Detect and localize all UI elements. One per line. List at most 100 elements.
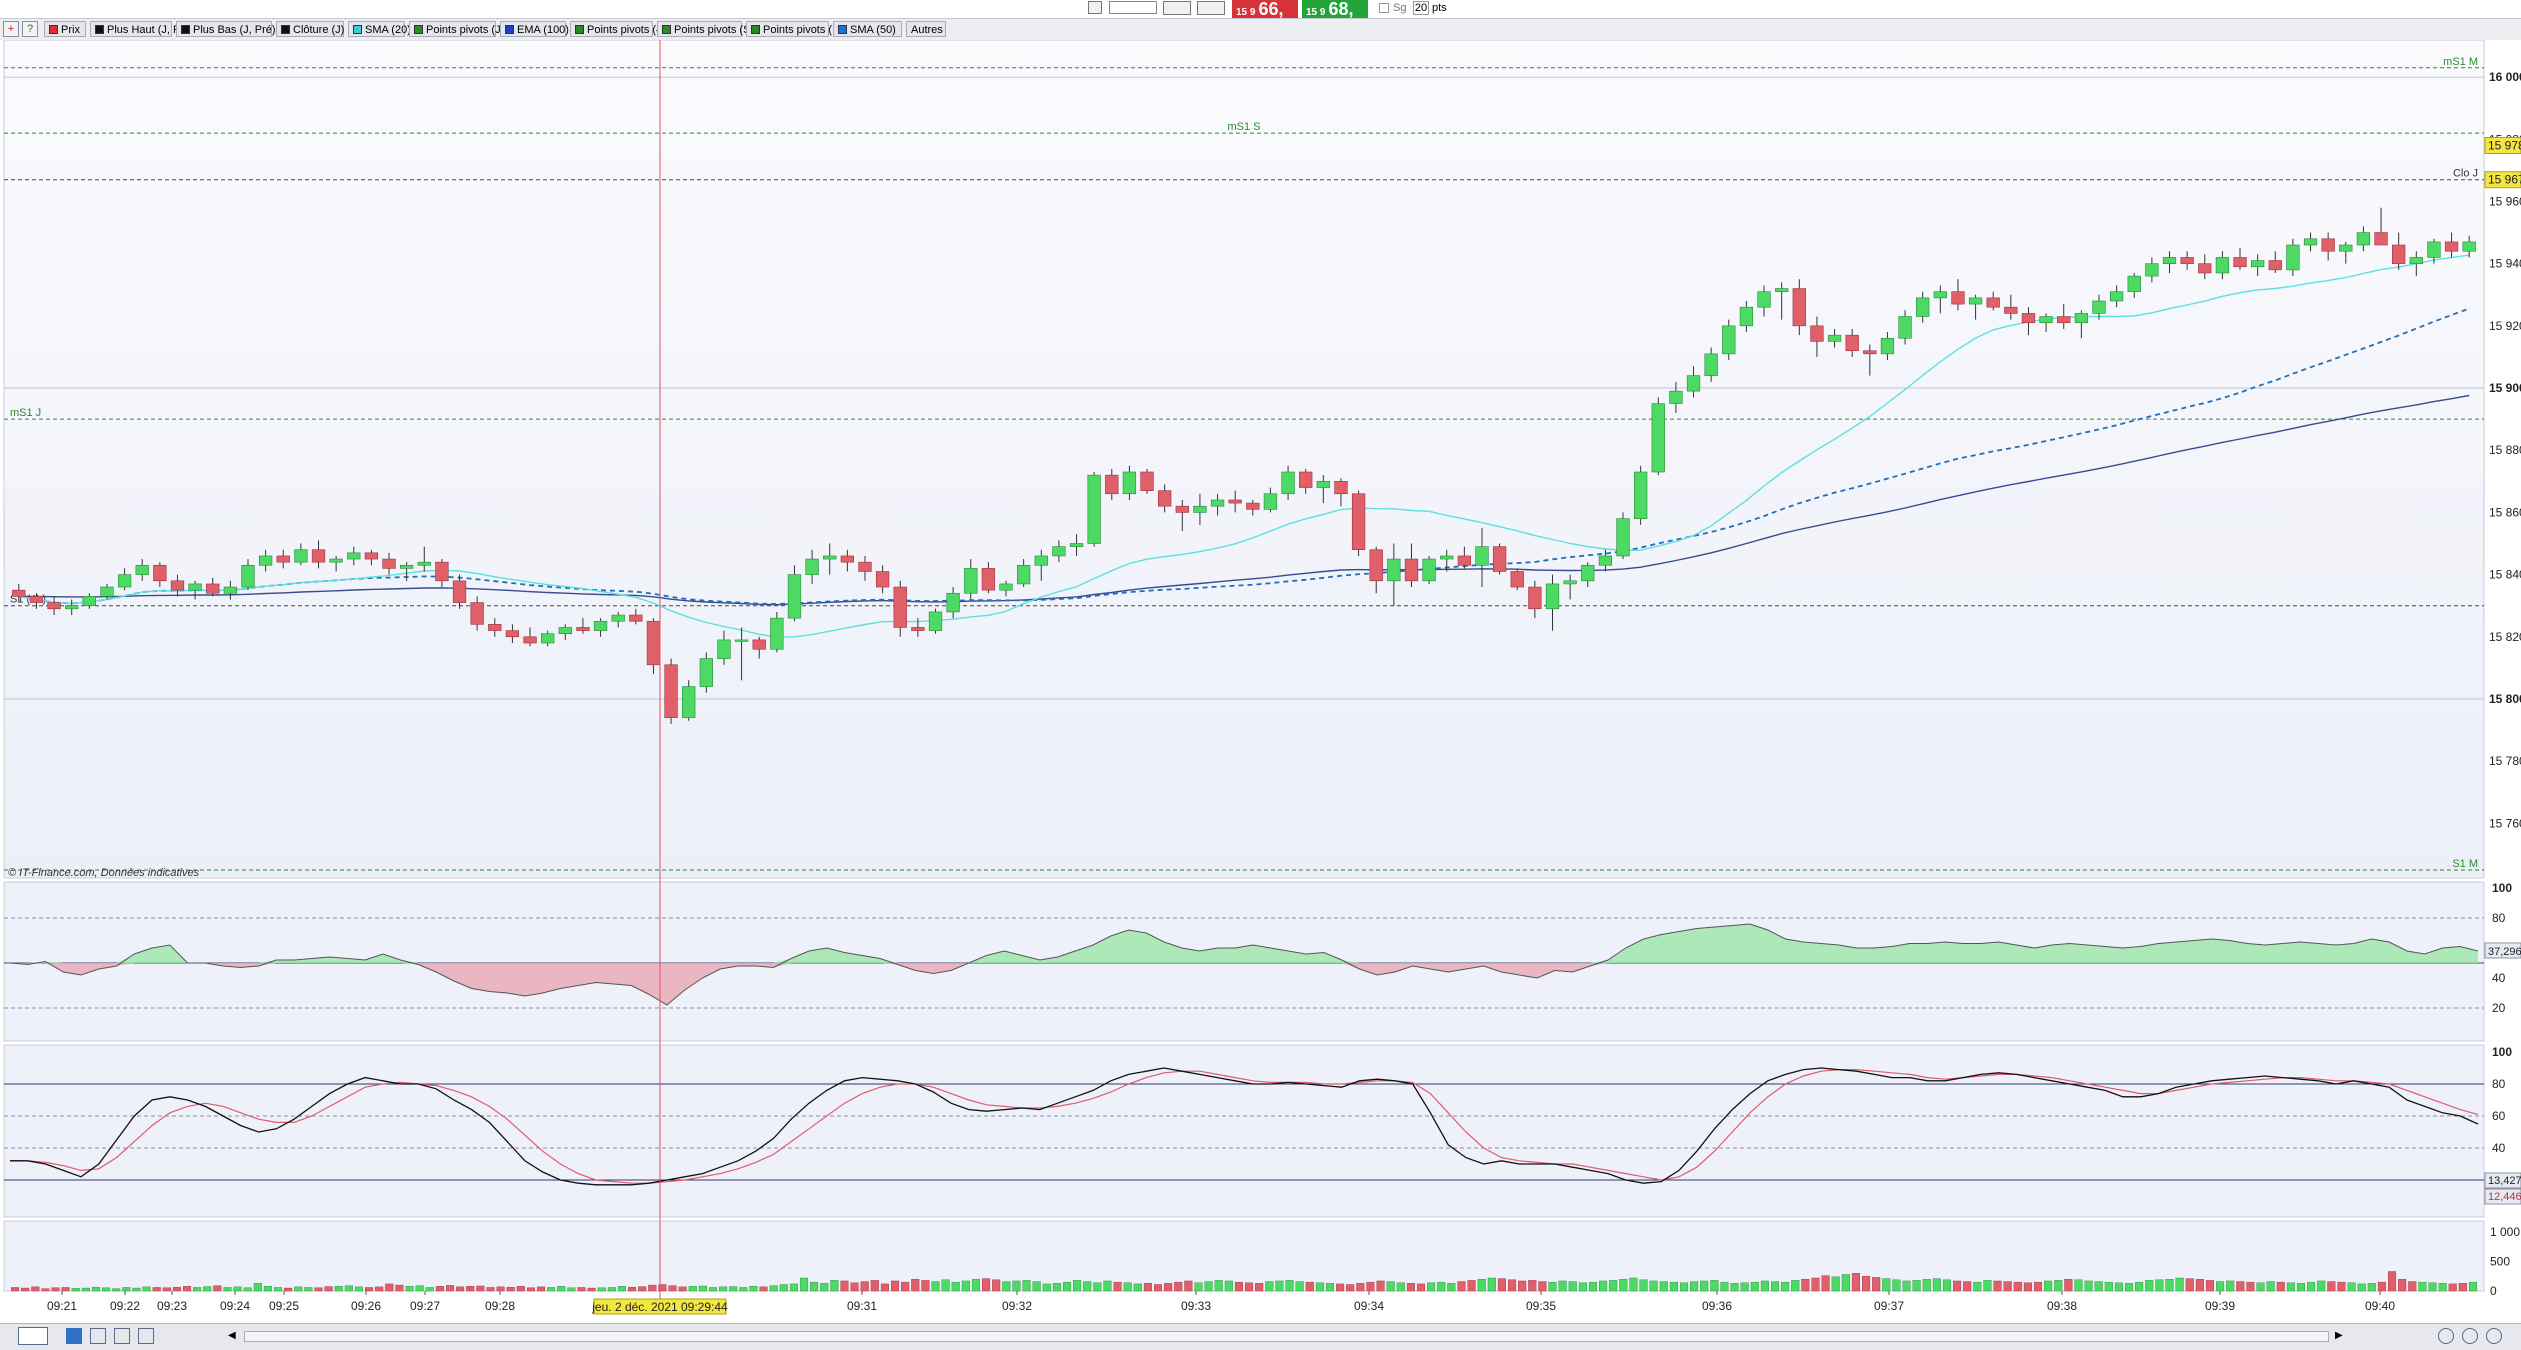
price-axis-label: 15 800 <box>2489 692 2521 706</box>
volume-bar <box>152 1287 161 1292</box>
price-tag <box>2484 137 2521 155</box>
share-icon[interactable] <box>66 1328 82 1344</box>
legend-item[interactable]: EMA (100) <box>500 21 569 37</box>
volume-bar <box>1882 1278 1891 1292</box>
candle-body <box>1351 493 1366 551</box>
buy-button[interactable]: 15 9 68, <box>1302 0 1368 18</box>
candle-body <box>787 574 802 619</box>
zoom-reset-icon[interactable] <box>2486 1328 2502 1344</box>
stochastic-panel[interactable] <box>3 1044 2485 1218</box>
settings-icon[interactable] <box>138 1328 154 1344</box>
legend-item[interactable]: SMA (20) <box>348 21 411 37</box>
calendar-icon[interactable] <box>1088 1 1102 14</box>
volume-bar <box>2145 1280 2154 1292</box>
volume-bar <box>1285 1280 1294 1292</box>
candle-body <box>717 639 731 659</box>
legend-label: Plus Bas (J, Pré) <box>193 24 276 36</box>
points-input[interactable]: 20 <box>1413 1 1429 15</box>
candle-body <box>1545 583 1560 610</box>
volume-bar <box>2296 1283 2306 1292</box>
volume-bar <box>2054 1280 2063 1292</box>
legend-item[interactable]: Plus Haut (J, Pré) <box>90 21 194 37</box>
candle-body <box>382 558 396 569</box>
candle-body <box>840 555 855 563</box>
candle-body <box>188 583 202 591</box>
volume-bar <box>1740 1282 1749 1292</box>
volume-bar <box>951 1281 960 1292</box>
zoom-in-icon[interactable] <box>2438 1328 2454 1344</box>
volume-bar <box>941 1279 950 1292</box>
candle-body <box>823 555 837 560</box>
legend-item[interactable]: Points pivots (S) <box>657 21 754 37</box>
sell-price-prefix: 15 9 <box>1236 7 1256 18</box>
volume-bar <box>1164 1283 1173 1292</box>
zoom-out-icon[interactable] <box>2462 1328 2478 1344</box>
candle-body <box>311 549 326 563</box>
candle-body <box>981 568 996 591</box>
legend-item[interactable]: Plus Bas (J, Pré) <box>176 21 276 37</box>
legend-swatch <box>505 25 514 34</box>
volume-bar <box>1811 1277 1820 1292</box>
volume-bar <box>799 1277 809 1292</box>
legend-item[interactable]: Prix <box>44 21 86 37</box>
volume-bar <box>638 1286 647 1292</box>
volume-bar <box>1932 1278 1941 1292</box>
legend-item[interactable]: Autres <box>906 21 946 37</box>
candle-body <box>47 602 61 610</box>
candle-body <box>1175 505 1189 513</box>
legend-item[interactable]: Points pivots (J) <box>409 21 504 37</box>
volume-bar <box>223 1287 232 1292</box>
help-icon[interactable]: ? <box>22 21 38 37</box>
volume-panel[interactable] <box>3 1220 2485 1292</box>
price-axis-label: 15 840 <box>2489 568 2521 582</box>
legend-item[interactable]: Points pivots (M) <box>746 21 845 37</box>
candle-body <box>153 564 167 582</box>
print-icon[interactable] <box>114 1328 130 1344</box>
main-plot-area[interactable] <box>3 40 2485 879</box>
sg-checkbox[interactable] <box>1379 3 1389 13</box>
volume-bar <box>1325 1283 1335 1292</box>
candle-body <box>1880 337 1895 355</box>
legend-label: Points pivots (S) <box>674 24 755 36</box>
candle-body <box>1228 499 1242 504</box>
chart-type-icon[interactable] <box>18 1327 48 1345</box>
candle-body <box>417 561 431 566</box>
legend-item[interactable]: Clôture (J) <box>276 21 344 37</box>
time-axis-label: 09:40 <box>2365 1299 2395 1313</box>
horizontal-scrollbar[interactable] <box>244 1331 2329 1342</box>
scroll-left-icon[interactable]: ◀ <box>228 1330 236 1341</box>
candle-body <box>558 627 572 634</box>
time-axis-label: 09:26 <box>351 1299 381 1313</box>
candle-body <box>1810 325 1824 342</box>
order-list-icon[interactable] <box>1197 1 1225 15</box>
legend-item[interactable]: SMA (50) <box>833 21 902 37</box>
add-indicator-icon[interactable]: + <box>3 21 19 37</box>
candle-body <box>1528 586 1542 610</box>
volume-bar <box>405 1286 414 1292</box>
sell-button[interactable]: 15 9 66, <box>1232 0 1298 18</box>
volume-bar <box>2428 1282 2437 1292</box>
volume-bar <box>182 1286 192 1292</box>
volume-bar <box>2114 1282 2123 1292</box>
candle-body <box>964 568 978 594</box>
candle-body <box>734 639 749 642</box>
legend-item[interactable]: Points pivots (4h) <box>570 21 672 37</box>
candle-body <box>2074 313 2089 324</box>
save-icon[interactable] <box>90 1328 106 1344</box>
volume-bar <box>395 1284 404 1292</box>
candle-body <box>1387 558 1401 582</box>
scroll-right-icon[interactable]: ▶ <box>2335 1330 2343 1341</box>
volume-bar <box>102 1287 111 1292</box>
volume-bar <box>2256 1282 2265 1292</box>
legend-label: SMA (50) <box>850 24 896 36</box>
volume-bar <box>2468 1281 2477 1292</box>
price-tag <box>2484 171 2521 189</box>
volume-bar <box>1851 1273 1860 1292</box>
volume-bar <box>698 1285 707 1292</box>
volume-bar <box>2327 1281 2336 1292</box>
quantity-select[interactable] <box>1109 1 1157 14</box>
order-book-icon[interactable] <box>1163 1 1191 15</box>
volume-bar <box>1396 1282 1405 1292</box>
volume-bar <box>1073 1280 1082 1292</box>
